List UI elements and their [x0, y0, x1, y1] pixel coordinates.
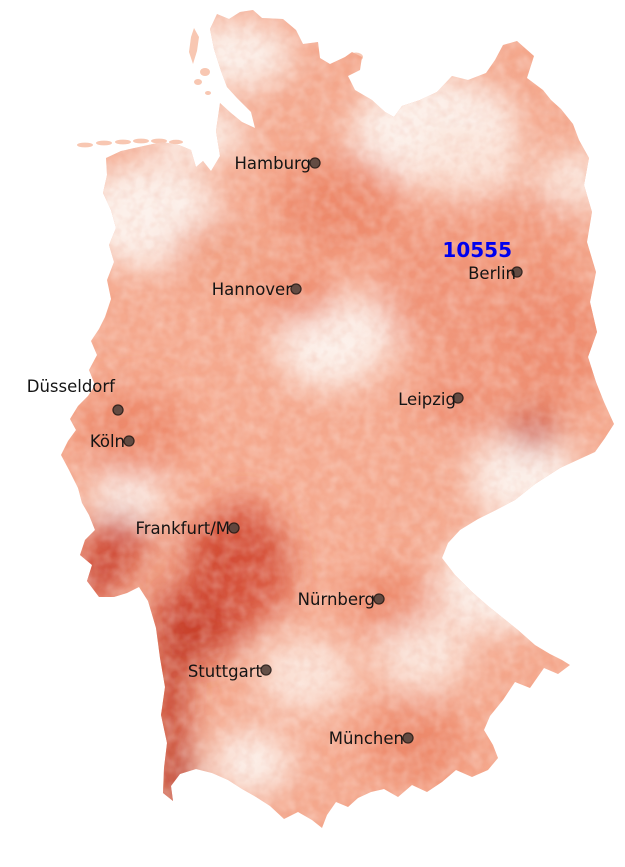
city-label: Berlin: [468, 264, 516, 283]
city-markers: Hamburg Berlin Hannover Düsseldorf Köln Leipz…: [27, 154, 523, 748]
city-label: Stuttgart: [188, 662, 263, 681]
city-dot: [228, 522, 240, 534]
city-dot: [373, 593, 385, 605]
city-label: Leipzig: [398, 390, 456, 409]
city-label: Frankfurt/M: [135, 519, 230, 538]
city-label: München: [329, 729, 404, 748]
city-label: Düsseldorf: [27, 377, 116, 396]
city-dot: [511, 266, 523, 278]
city-dot: [309, 157, 321, 169]
city-label: Köln: [90, 432, 125, 451]
city-label: Hannover: [212, 280, 292, 299]
city-label: Hamburg: [235, 154, 312, 173]
city-dot: [290, 283, 302, 295]
postal-code-readout: 10555: [442, 238, 512, 262]
city-dot: [112, 404, 124, 416]
city-dot: [123, 435, 135, 447]
city-dot: [402, 732, 414, 744]
city-dot: [452, 392, 464, 404]
city-dot: [260, 664, 272, 676]
city-label: Nürnberg: [298, 590, 375, 609]
